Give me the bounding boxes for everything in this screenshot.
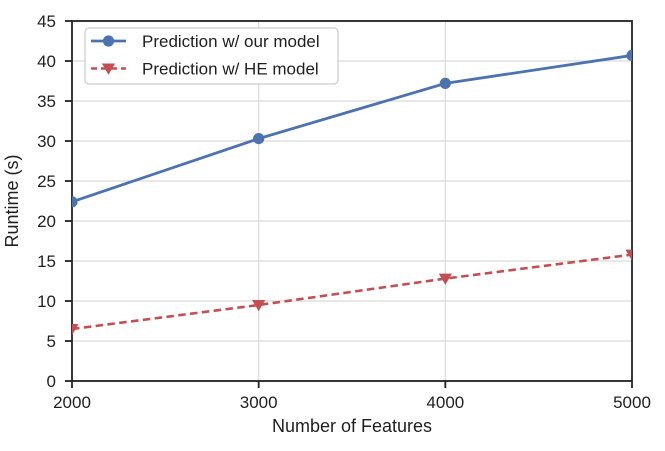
y-tick-label: 40: [37, 52, 56, 71]
y-tick-label: 5: [47, 332, 56, 351]
legend-handle-marker: [101, 63, 116, 75]
legend: Prediction w/ our model Prediction w/ HE…: [84, 27, 339, 85]
data-point-marker: [72, 196, 78, 208]
legend-label-he-model: Prediction w/ HE model: [142, 60, 319, 79]
x-tick-label: 2000: [53, 393, 91, 412]
x-axis-label: Number of Features: [272, 416, 432, 436]
x-tick-label: 4000: [426, 393, 464, 412]
data-point-marker: [625, 249, 632, 261]
legend-handles: [91, 35, 126, 75]
legend-box: [84, 27, 339, 85]
y-tick-label: 10: [37, 292, 56, 311]
series-0: [72, 49, 632, 208]
legend-handle-marker: [102, 35, 115, 47]
y-tick-label: 15: [37, 252, 56, 271]
data-point-marker: [626, 49, 632, 61]
y-tick-label: 25: [37, 172, 56, 191]
y-tick-label: 30: [37, 132, 56, 151]
y-tick-label: 20: [37, 212, 56, 231]
data-point-marker: [253, 133, 265, 145]
y-axis-label: Runtime (s): [2, 154, 22, 247]
series-1: [72, 249, 632, 336]
series-line: [72, 54, 632, 204]
data-point-marker: [438, 273, 452, 285]
y-tick-label: 0: [47, 372, 56, 391]
series-line: [72, 253, 632, 331]
x-tick-label: 3000: [240, 393, 278, 412]
data-point-marker: [72, 324, 79, 336]
x-tick-label: 5000: [613, 393, 651, 412]
data-point-marker: [439, 77, 451, 89]
y-tick-label: 45: [37, 12, 56, 31]
legend-label-our-model: Prediction w/ our model: [142, 32, 320, 51]
data-point-marker: [252, 300, 266, 312]
y-tick-label: 35: [37, 92, 56, 111]
